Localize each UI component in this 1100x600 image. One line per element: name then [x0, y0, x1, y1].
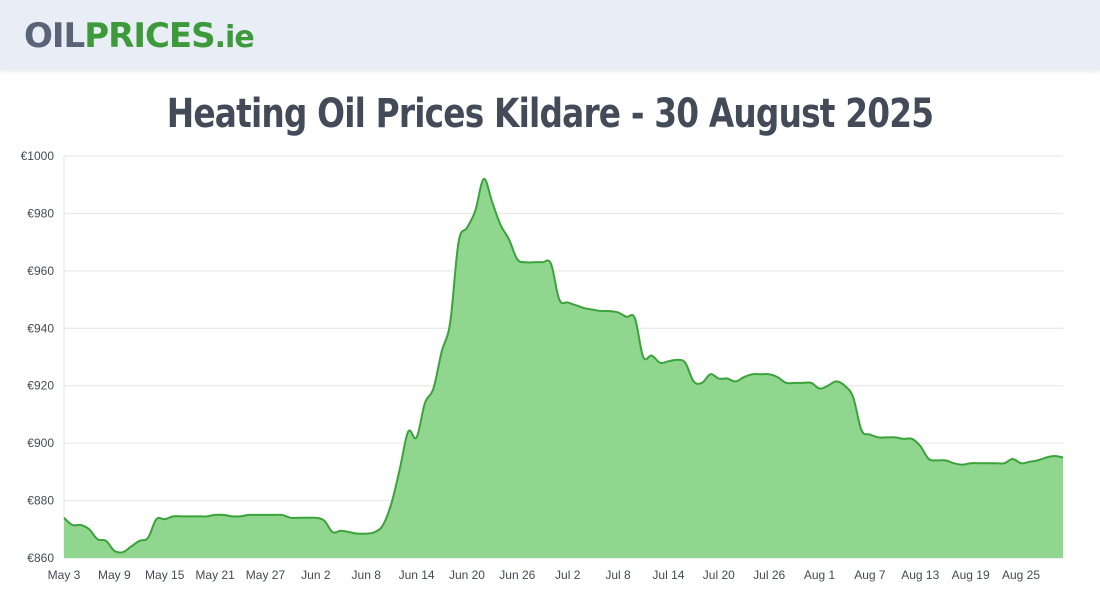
y-tick-label: €980: [27, 206, 54, 220]
logo-tld-text: .ie: [214, 20, 255, 55]
logo-oil-text: OIL: [24, 16, 85, 56]
x-axis-ticks: May 3 May 9 May 15 May 21 May 27 Jun 2 Jun 8 Ju…: [48, 568, 1041, 582]
y-tick-label: €960: [27, 264, 54, 278]
y-tick-label: €1000: [21, 149, 55, 163]
y-tick-label: €940: [27, 321, 54, 335]
x-tick-label: May 21: [195, 568, 235, 582]
site-header: OILPRICES.ie: [0, 0, 1100, 70]
x-tick-label: Jun 26: [499, 568, 535, 582]
page-title: Heating Oil Prices Kildare - 30 August 2…: [166, 91, 934, 137]
x-tick-label: Aug 19: [952, 568, 990, 582]
x-tick-label: May 9: [98, 568, 131, 582]
x-tick-label: Jun 20: [449, 568, 485, 582]
logo-prices-text: PRICES: [84, 16, 215, 56]
x-tick-label: Jul 26: [753, 568, 785, 582]
x-tick-label: Aug 25: [1002, 568, 1040, 582]
x-tick-label: May 3: [48, 568, 81, 582]
y-tick-label: €880: [27, 494, 54, 508]
x-tick-label: Aug 7: [854, 568, 886, 582]
x-tick-label: Jul 14: [652, 568, 684, 582]
x-tick-label: Jul 8: [605, 568, 631, 582]
x-tick-label: Jun 2: [301, 568, 331, 582]
y-axis-ticks: €860 €880 €900 €920 €940 €960 €980 €1000: [21, 149, 55, 565]
y-tick-label: €860: [27, 551, 54, 565]
x-tick-label: Jun 8: [352, 568, 382, 582]
x-tick-label: Aug 1: [804, 568, 836, 582]
x-tick-label: Jun 14: [399, 568, 435, 582]
x-tick-label: Aug 13: [901, 568, 939, 582]
price-line: [63, 177, 1064, 554]
y-tick-label: €900: [27, 436, 54, 450]
site-logo[interactable]: OILPRICES.ie: [24, 14, 255, 58]
x-tick-label: May 27: [246, 568, 286, 582]
x-tick-label: Jul 2: [555, 568, 581, 582]
y-tick-label: €920: [27, 379, 54, 393]
price-area-fill: [64, 178, 1063, 558]
x-tick-label: May 15: [145, 568, 185, 582]
x-tick-label: Jul 20: [703, 568, 735, 582]
